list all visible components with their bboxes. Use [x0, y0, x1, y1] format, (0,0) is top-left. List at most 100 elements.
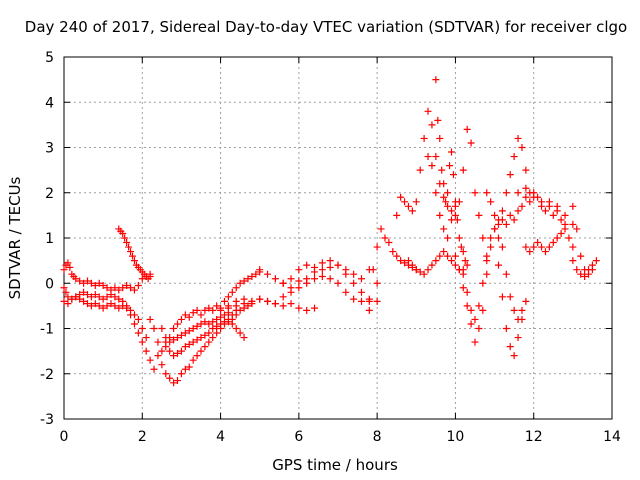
data-point	[205, 320, 213, 328]
data-point	[154, 352, 162, 360]
data-point	[76, 277, 84, 285]
data-point	[424, 153, 432, 161]
data-point	[111, 302, 119, 310]
data-point	[475, 211, 483, 219]
data-point	[185, 340, 193, 348]
data-point	[240, 277, 248, 285]
data-point	[538, 243, 546, 251]
data-point	[541, 207, 549, 215]
data-point	[185, 363, 193, 371]
data-point	[373, 279, 381, 287]
data-point	[467, 139, 475, 147]
data-point	[138, 338, 146, 346]
data-point	[170, 379, 178, 387]
data-point	[134, 315, 142, 323]
x-tick-label: 2	[138, 429, 147, 445]
data-point	[385, 239, 393, 247]
data-point	[99, 282, 107, 290]
data-point	[491, 211, 499, 219]
data-point	[397, 193, 405, 201]
x-tick-label: 6	[294, 429, 303, 445]
data-point	[205, 338, 213, 346]
data-point	[463, 302, 471, 310]
data-point	[475, 325, 483, 332]
data-point	[510, 216, 518, 224]
data-point	[448, 257, 456, 265]
data-point	[103, 284, 111, 292]
data-point	[408, 207, 416, 215]
data-point	[518, 306, 526, 314]
data-point	[459, 284, 467, 292]
data-point	[213, 322, 221, 330]
data-point	[463, 261, 471, 269]
data-point	[342, 270, 350, 278]
data-point	[213, 329, 221, 337]
data-point	[236, 279, 244, 287]
data-point	[177, 315, 185, 323]
data-point	[457, 243, 465, 251]
data-point	[449, 171, 457, 179]
data-point	[138, 325, 146, 332]
data-point	[483, 270, 491, 278]
data-point	[475, 302, 483, 310]
data-point	[498, 243, 506, 251]
data-point	[115, 304, 123, 312]
data-point	[189, 338, 197, 346]
data-point	[123, 239, 131, 247]
x-tick-label: 12	[525, 429, 543, 445]
data-point	[240, 334, 248, 342]
data-point	[471, 338, 479, 346]
data-point	[217, 306, 225, 314]
data-point	[522, 184, 530, 192]
data-point	[177, 370, 185, 378]
data-point	[209, 325, 217, 332]
data-point	[326, 275, 334, 283]
data-point	[428, 121, 436, 129]
data-point	[569, 220, 577, 228]
data-point	[357, 297, 365, 305]
data-point	[125, 243, 133, 251]
data-point	[87, 279, 95, 287]
data-point	[318, 266, 326, 274]
data-point	[424, 107, 432, 115]
data-point	[217, 320, 225, 328]
data-point	[510, 352, 518, 360]
data-point	[432, 189, 440, 197]
data-point	[99, 304, 107, 312]
data-point	[318, 272, 326, 280]
data-point	[174, 320, 182, 328]
data-point	[119, 229, 127, 237]
data-point	[440, 225, 448, 233]
data-point	[121, 234, 129, 242]
data-point	[442, 198, 450, 206]
data-point	[264, 297, 272, 305]
data-point	[127, 248, 135, 256]
data-point	[373, 243, 381, 251]
data-point	[205, 329, 213, 337]
data-point	[311, 275, 319, 283]
data-point	[248, 297, 256, 305]
data-point	[271, 275, 279, 283]
data-point	[228, 311, 236, 319]
grid	[64, 57, 612, 419]
data-point	[95, 302, 103, 310]
data-point	[279, 279, 287, 287]
data-point	[318, 259, 326, 267]
data-point	[569, 257, 577, 265]
data-point	[463, 288, 471, 296]
data-point	[209, 318, 217, 326]
data-point	[498, 207, 506, 215]
data-point	[412, 198, 420, 206]
data-point	[502, 325, 510, 332]
data-point	[146, 272, 154, 280]
data-point	[526, 198, 534, 206]
data-point	[119, 302, 127, 310]
data-point	[502, 189, 510, 197]
data-point	[129, 252, 136, 260]
data-point	[514, 134, 522, 142]
data-point	[130, 311, 138, 319]
data-point	[91, 300, 99, 308]
data-point	[522, 243, 530, 251]
y-tick-label: 0	[45, 276, 54, 292]
